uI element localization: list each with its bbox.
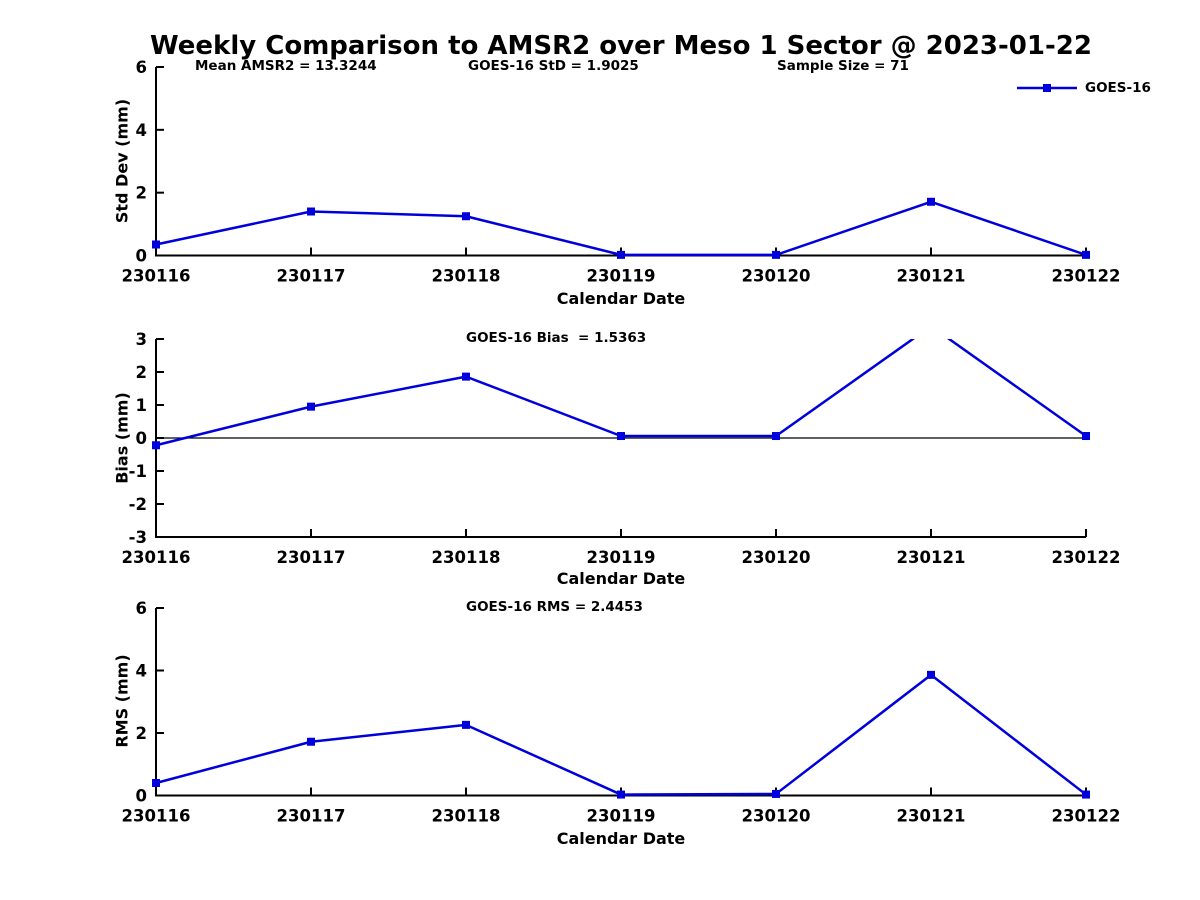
data-point-marker xyxy=(307,207,315,216)
y-tick-label: 0 xyxy=(136,787,147,806)
x-tick-label: 230118 xyxy=(432,807,501,826)
y-tick-label: 4 xyxy=(136,662,147,681)
x-tick-label: 230122 xyxy=(1052,807,1121,826)
data-point-marker xyxy=(152,441,160,450)
x-tick-label: 230122 xyxy=(1052,548,1121,567)
ylabel-std-dev: Std Dev (mm) xyxy=(112,98,132,224)
xlabel-bias: Calendar Date xyxy=(556,569,686,588)
x-tick-label: 230116 xyxy=(122,548,191,567)
legend-marker-icon xyxy=(1043,84,1051,92)
data-point-marker xyxy=(152,240,160,249)
data-point-marker xyxy=(1082,432,1090,441)
annotation-goes16-rms: GOES-16 RMS = 2.4453 xyxy=(466,599,643,615)
x-tick-label: 230118 xyxy=(432,548,501,567)
y-tick-label: 2 xyxy=(136,724,147,743)
data-point-marker xyxy=(617,790,625,799)
ylabel-bias: Bias (mm) xyxy=(112,392,132,484)
y-tick-label: 6 xyxy=(136,599,147,618)
y-tick-label: 2 xyxy=(136,363,147,382)
xlabel-rms: Calendar Date xyxy=(556,829,686,848)
x-tick-label: 230120 xyxy=(742,807,811,826)
x-tick-label: 230119 xyxy=(587,267,656,286)
x-tick-label: 230116 xyxy=(122,267,191,286)
data-point-marker xyxy=(1082,250,1090,259)
y-tick-label: 0 xyxy=(136,247,147,266)
figure-title: Weekly Comparison to AMSR2 over Meso 1 S… xyxy=(150,31,1092,61)
data-point-marker xyxy=(772,789,780,798)
y-tick-label: 1 xyxy=(136,396,147,415)
x-tick-label: 230119 xyxy=(587,807,656,826)
y-tick-label: -2 xyxy=(129,495,147,514)
x-tick-label: 230117 xyxy=(277,267,346,286)
data-point-marker xyxy=(772,250,780,259)
data-point-marker xyxy=(462,720,470,729)
data-point-marker xyxy=(152,779,160,787)
data-point-marker xyxy=(927,670,935,679)
legend-label: GOES-16 xyxy=(1085,80,1151,96)
y-tick-label: -1 xyxy=(129,462,147,481)
data-point-marker xyxy=(617,432,625,441)
series-line xyxy=(155,200,1087,257)
legend: GOES-16 xyxy=(1016,80,1151,96)
series-line xyxy=(155,673,1087,796)
y-tick-label: 4 xyxy=(136,121,147,140)
data-point-marker xyxy=(307,737,315,746)
data-point-marker xyxy=(462,372,470,381)
annotation-goes16-bias: GOES-16 Bias = 1.5363 xyxy=(466,330,647,346)
annotation-mean-amsr2: Mean AMSR2 = 13.3244 xyxy=(195,58,377,74)
x-tick-label: 230116 xyxy=(122,807,191,826)
data-point-marker xyxy=(617,250,625,259)
data-point-marker xyxy=(927,197,935,206)
annotation-goes16-std: GOES-16 StD = 1.9025 xyxy=(468,58,639,74)
y-tick-label: 2 xyxy=(136,184,147,203)
data-point-marker xyxy=(1082,790,1090,799)
data-point-marker xyxy=(927,322,935,330)
x-tick-label: 230119 xyxy=(587,548,656,567)
x-tick-label: 230120 xyxy=(742,267,811,286)
x-tick-label: 230121 xyxy=(897,548,966,567)
y-tick-label: 6 xyxy=(136,58,147,77)
x-tick-label: 230120 xyxy=(742,548,811,567)
y-tick-label: -3 xyxy=(129,528,147,547)
x-tick-label: 230117 xyxy=(277,548,346,567)
data-point-marker xyxy=(307,402,315,411)
annotation-sample-size: Sample Size = 71 xyxy=(777,58,909,74)
y-tick-label: 3 xyxy=(136,330,147,349)
x-tick-label: 230122 xyxy=(1052,267,1121,286)
x-tick-label: 230117 xyxy=(277,807,346,826)
x-tick-label: 230121 xyxy=(897,267,966,286)
x-tick-label: 230118 xyxy=(432,267,501,286)
xlabel-std-dev: Calendar Date xyxy=(556,289,686,308)
data-point-marker xyxy=(772,432,780,441)
ylabel-rms: RMS (mm) xyxy=(112,654,132,748)
data-point-marker xyxy=(462,212,470,221)
legend-line-sample xyxy=(1017,84,1077,92)
x-tick-label: 230121 xyxy=(897,807,966,826)
y-tick-label: 0 xyxy=(136,429,147,448)
